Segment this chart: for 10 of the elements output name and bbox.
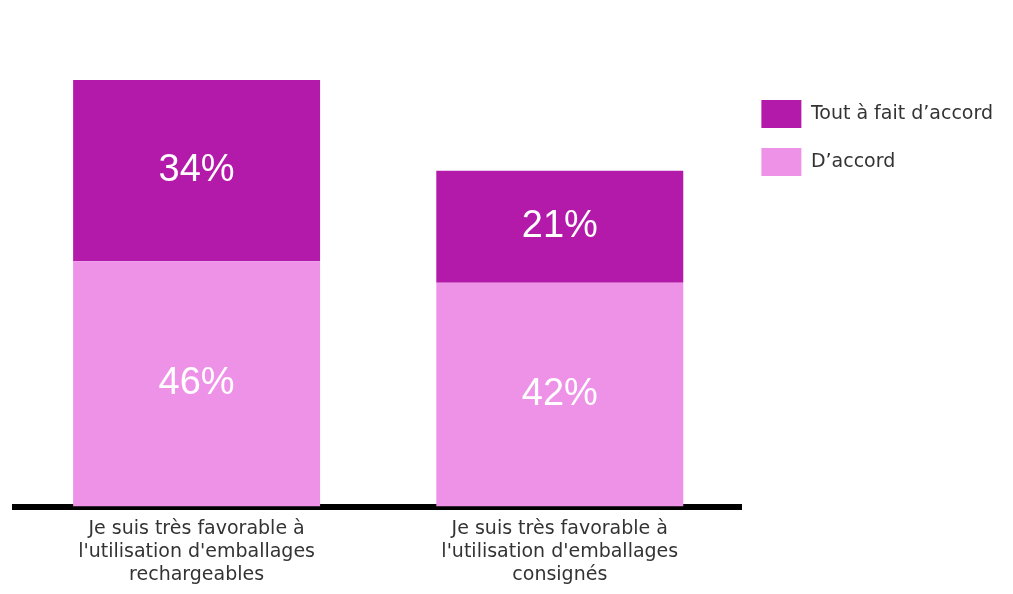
bar (436, 170, 684, 283)
x-tick-label: Je suis très favorable à l'utilisation d'emballages rechargeables (78, 515, 316, 584)
legend-label: D’accord (810, 148, 896, 171)
legend-label: Tout à fait d’accord (809, 100, 994, 123)
data-label: 21% (521, 203, 598, 246)
data-label: 42% (521, 371, 598, 414)
bar (73, 80, 321, 262)
x-tick-label: Je suis très favorable à l'utilisation d'emballages consignés (441, 515, 679, 584)
data-label: 46% (158, 360, 235, 403)
data-label: 34% (158, 147, 235, 190)
